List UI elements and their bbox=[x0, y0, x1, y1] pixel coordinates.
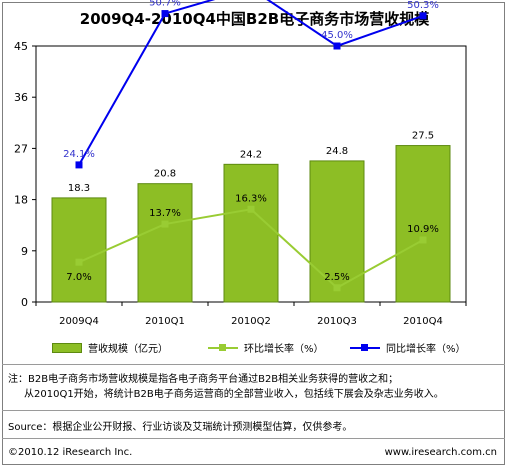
x-tick-label: 2010Q4 bbox=[403, 316, 443, 327]
point-qoq bbox=[161, 220, 169, 228]
bar-value-label: 27.5 bbox=[412, 131, 434, 142]
y-tick-label: 45 bbox=[14, 40, 28, 53]
website-text: www.iresearch.com.cn bbox=[384, 447, 497, 458]
y-tick-label: 0 bbox=[21, 296, 28, 309]
point-qoq bbox=[419, 236, 427, 244]
bar-value-label: 18.3 bbox=[68, 183, 90, 194]
point-label-yoy: 45.0% bbox=[321, 30, 353, 41]
bar-value-label: 24.8 bbox=[326, 146, 348, 157]
footnote: 注：B2B电子商务市场营收规模是指各电子商务平台通过B2B相关业务获得的营收之和… bbox=[8, 372, 503, 402]
legend-label-qoq: 环比增长率（%） bbox=[244, 344, 324, 355]
point-label-yoy: 50.3% bbox=[407, 0, 439, 11]
y-tick-label: 36 bbox=[14, 91, 28, 104]
bar bbox=[223, 163, 279, 303]
bar-value-label: 20.8 bbox=[154, 169, 176, 180]
point-yoy bbox=[333, 42, 341, 50]
x-tick-label: 2009Q4 bbox=[59, 316, 99, 327]
legend: 营收规模（亿元） 环比增长率（%） 同比增长率（%） bbox=[0, 340, 509, 356]
point-qoq bbox=[333, 284, 341, 292]
x-tick-label: 2010Q1 bbox=[145, 316, 185, 327]
x-tick-label: 2010Q3 bbox=[317, 316, 357, 327]
bar bbox=[395, 145, 451, 303]
point-label-qoq: 16.3% bbox=[235, 193, 267, 204]
bar bbox=[309, 160, 365, 303]
copyright-text: ©2010.12 iResearch Inc. bbox=[8, 447, 133, 458]
legend-swatch-revenue bbox=[52, 342, 82, 353]
source-text: Source：根据企业公开财报、行业访谈及艾瑞统计预测模型估算，仅供参考。 bbox=[8, 422, 353, 433]
point-yoy bbox=[419, 12, 427, 20]
y-tick-label: 27 bbox=[14, 142, 28, 155]
legend-label-yoy: 同比增长率（%） bbox=[386, 344, 466, 355]
divider-bottom bbox=[2, 438, 505, 439]
point-qoq bbox=[247, 205, 255, 213]
bar bbox=[137, 183, 193, 303]
footnote-line-2: 从2010Q1开始，将统计B2B电子商务运营商的全部营业收入，包括线下展会及杂志… bbox=[24, 389, 444, 400]
bar bbox=[51, 197, 107, 303]
point-label-qoq: 13.7% bbox=[149, 208, 181, 219]
point-yoy bbox=[75, 161, 83, 169]
point-label-qoq: 2.5% bbox=[324, 272, 349, 283]
point-qoq bbox=[75, 258, 83, 266]
legend-item-yoy: 同比增长率（%） bbox=[350, 340, 466, 355]
point-label-qoq: 10.9% bbox=[407, 224, 439, 235]
legend-swatch-qoq bbox=[208, 343, 238, 353]
divider-middle bbox=[2, 410, 505, 411]
legend-label-revenue: 营收规模（亿元） bbox=[88, 344, 168, 355]
x-tick-label: 2010Q2 bbox=[231, 316, 271, 327]
line-yoy bbox=[78, 0, 424, 166]
legend-item-revenue: 营收规模（亿元） bbox=[52, 340, 168, 355]
point-label-qoq: 7.0% bbox=[66, 272, 91, 283]
y-tick-label: 18 bbox=[14, 194, 28, 207]
y-tick-label: 9 bbox=[21, 245, 28, 258]
legend-item-qoq: 环比增长率（%） bbox=[208, 340, 324, 355]
bar-value-label: 24.2 bbox=[240, 149, 262, 160]
footnote-line-1: 注：B2B电子商务市场营收规模是指各电子商务平台通过B2B相关业务获得的营收之和… bbox=[8, 374, 399, 385]
chart-plot: 0 9 18 27 36 45 2009Q4 2010Q1 2010Q2 2010Q3 2010Q4… bbox=[14, 0, 467, 327]
legend-swatch-yoy bbox=[350, 343, 380, 353]
divider-top bbox=[2, 364, 505, 365]
point-label-yoy: 50.7% bbox=[149, 0, 181, 9]
point-yoy bbox=[161, 10, 169, 18]
point-label-yoy: 24.1% bbox=[63, 149, 95, 160]
